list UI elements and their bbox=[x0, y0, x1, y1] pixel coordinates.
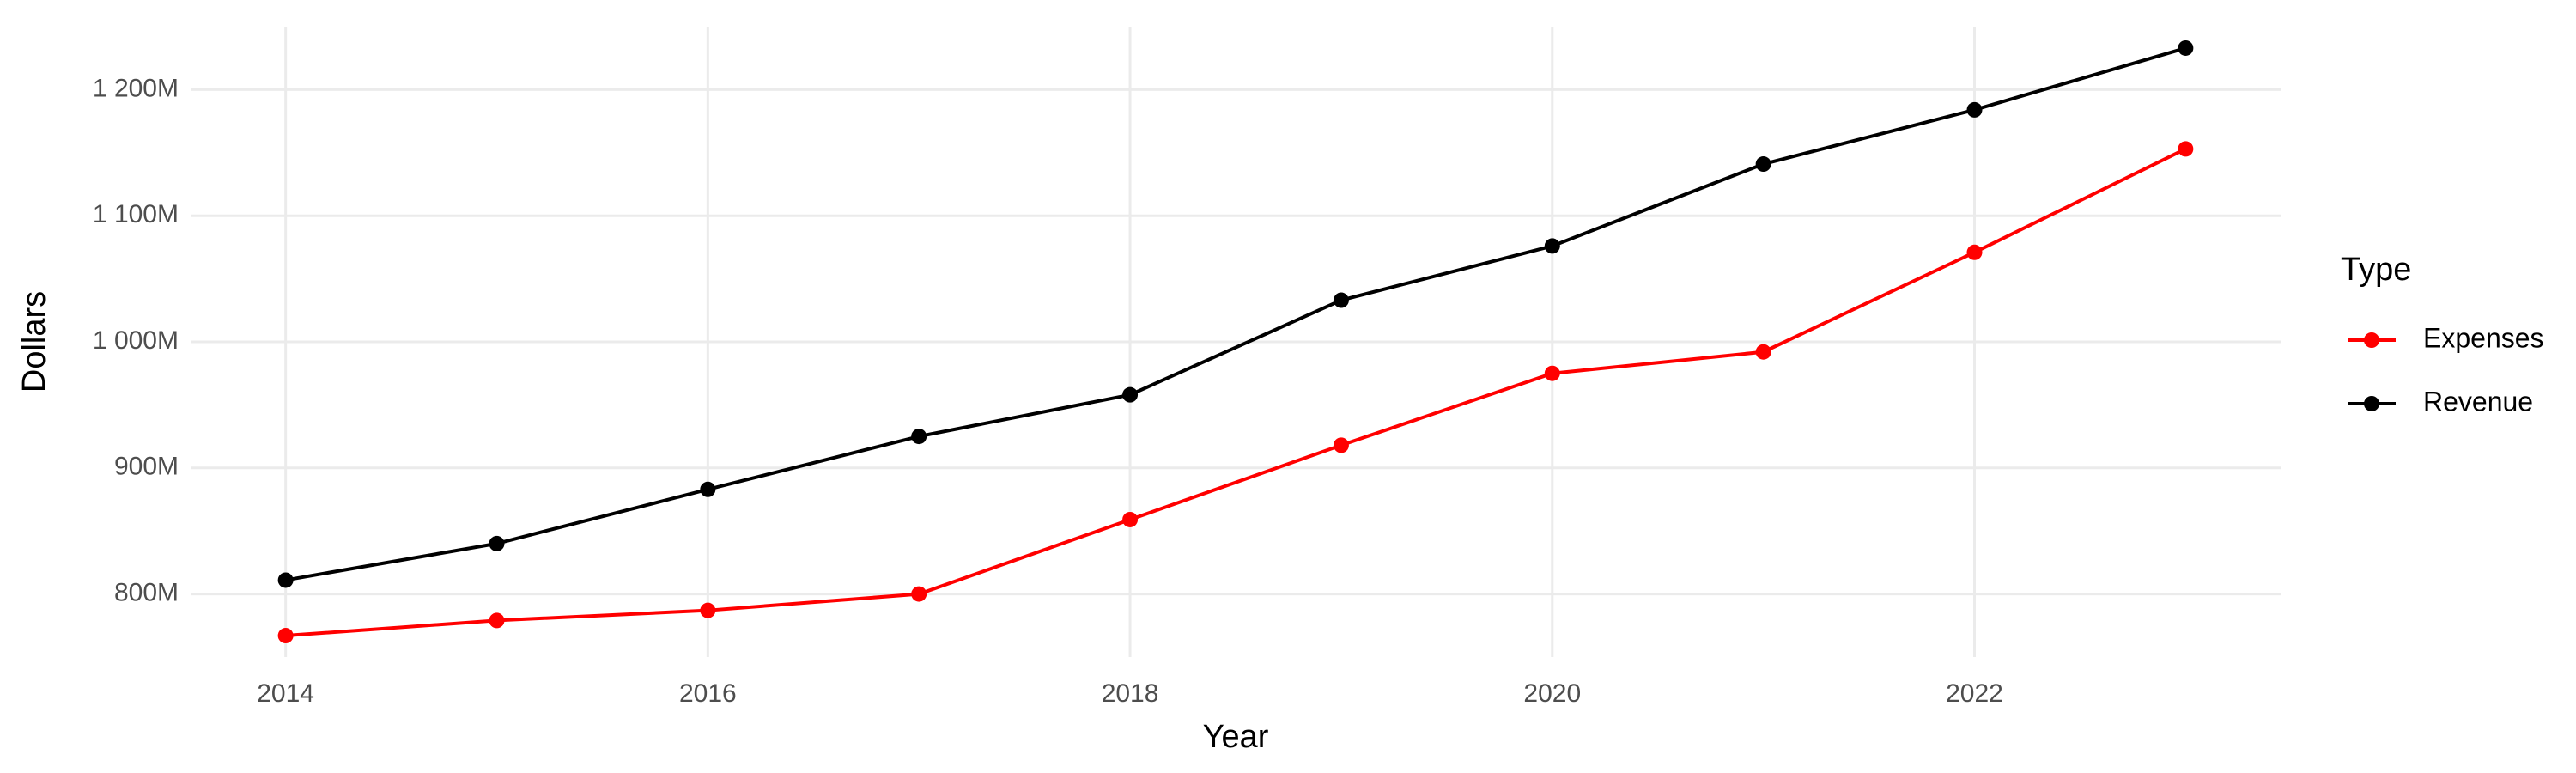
data-point bbox=[489, 612, 505, 629]
data-point bbox=[1966, 244, 1983, 260]
data-point bbox=[1333, 292, 1349, 308]
series-line bbox=[285, 147, 2187, 638]
data-point bbox=[1544, 238, 1560, 254]
y-tick-label: 1 000M bbox=[93, 326, 179, 355]
y-tick-label: 1 100M bbox=[93, 200, 179, 228]
x-tick-label: 2014 bbox=[257, 679, 314, 708]
data-point bbox=[1544, 365, 1560, 381]
data-point bbox=[1966, 101, 1983, 118]
legend-marker bbox=[2364, 332, 2379, 348]
x-tick-label: 2016 bbox=[679, 679, 737, 708]
data-point bbox=[1333, 437, 1349, 453]
series-line bbox=[285, 46, 2186, 582]
data-point bbox=[1755, 156, 1771, 173]
legend-marker bbox=[2364, 396, 2379, 411]
legend-title: Type bbox=[2341, 252, 2411, 288]
data-point bbox=[1755, 344, 1771, 360]
x-tick-label: 2022 bbox=[1946, 679, 2003, 708]
y-tick-label: 900M bbox=[114, 453, 179, 481]
data-point bbox=[700, 602, 716, 618]
data-point bbox=[1122, 386, 1139, 403]
data-point bbox=[2178, 40, 2194, 56]
data-point bbox=[277, 628, 294, 644]
y-axis-title: Dollars bbox=[16, 291, 52, 393]
legend-label: Revenue bbox=[2423, 386, 2533, 417]
legend-label: Expenses bbox=[2423, 322, 2544, 353]
x-tick-label: 2020 bbox=[1523, 679, 1581, 708]
data-point bbox=[911, 586, 927, 602]
x-tick-label: 2018 bbox=[1102, 679, 1159, 708]
y-tick-label: 800M bbox=[114, 579, 179, 607]
data-point bbox=[2178, 141, 2194, 157]
data-point bbox=[489, 535, 505, 551]
data-point bbox=[911, 429, 927, 445]
data-point bbox=[277, 572, 294, 588]
data-point bbox=[1122, 511, 1139, 527]
x-axis-title: Year bbox=[1203, 719, 1269, 755]
y-tick-label: 1 200M bbox=[93, 74, 179, 102]
data-point bbox=[700, 481, 716, 497]
